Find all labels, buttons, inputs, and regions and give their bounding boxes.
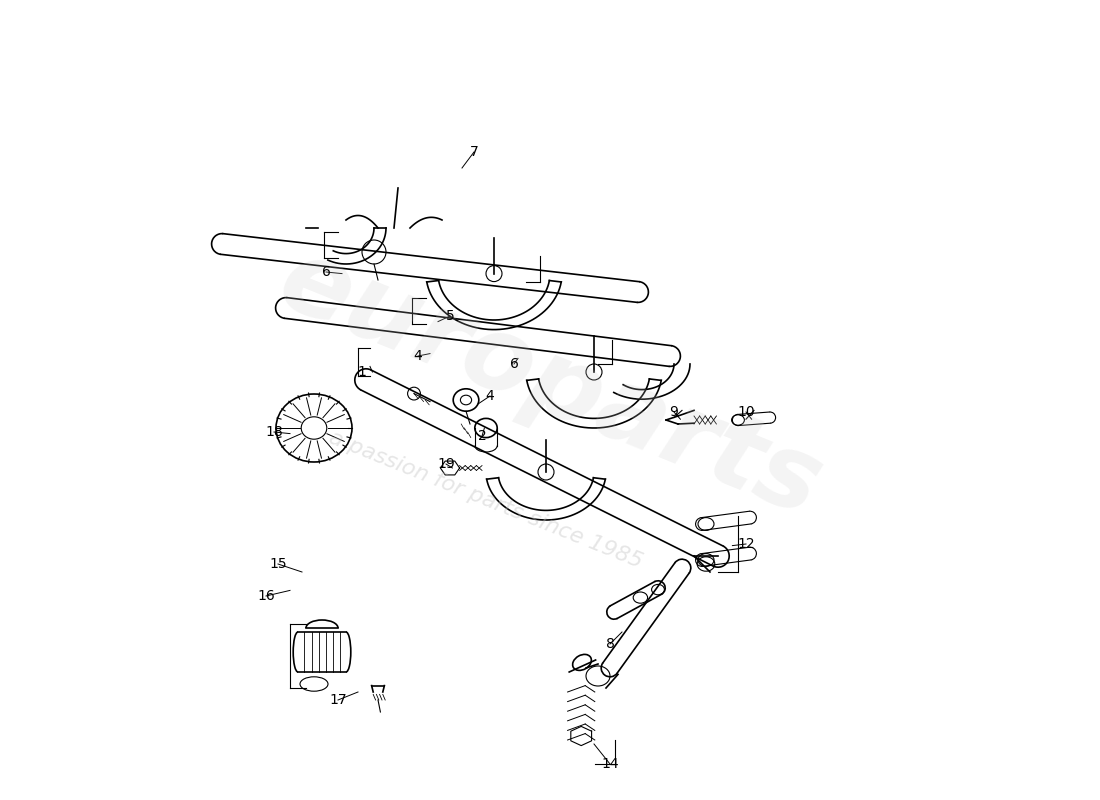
Text: 19: 19 bbox=[437, 457, 455, 471]
Text: 2: 2 bbox=[477, 429, 486, 443]
Text: 5: 5 bbox=[446, 309, 454, 323]
Text: europarts: europarts bbox=[264, 230, 836, 538]
Text: 8: 8 bbox=[606, 637, 615, 651]
Text: 6: 6 bbox=[321, 265, 330, 279]
Text: 9: 9 bbox=[670, 405, 679, 419]
Text: 1: 1 bbox=[358, 365, 366, 379]
Text: 6: 6 bbox=[509, 357, 518, 371]
Text: 15: 15 bbox=[270, 557, 287, 571]
Text: 14: 14 bbox=[602, 757, 619, 771]
Text: 12: 12 bbox=[737, 537, 755, 551]
Text: 7: 7 bbox=[470, 145, 478, 159]
Text: a passion for parts since 1985: a passion for parts since 1985 bbox=[327, 428, 646, 572]
Text: 16: 16 bbox=[257, 589, 275, 603]
Text: 18: 18 bbox=[265, 425, 283, 439]
Text: 10: 10 bbox=[737, 405, 755, 419]
Text: 4: 4 bbox=[414, 349, 422, 363]
Text: 4: 4 bbox=[485, 389, 494, 403]
Text: 17: 17 bbox=[329, 693, 346, 707]
